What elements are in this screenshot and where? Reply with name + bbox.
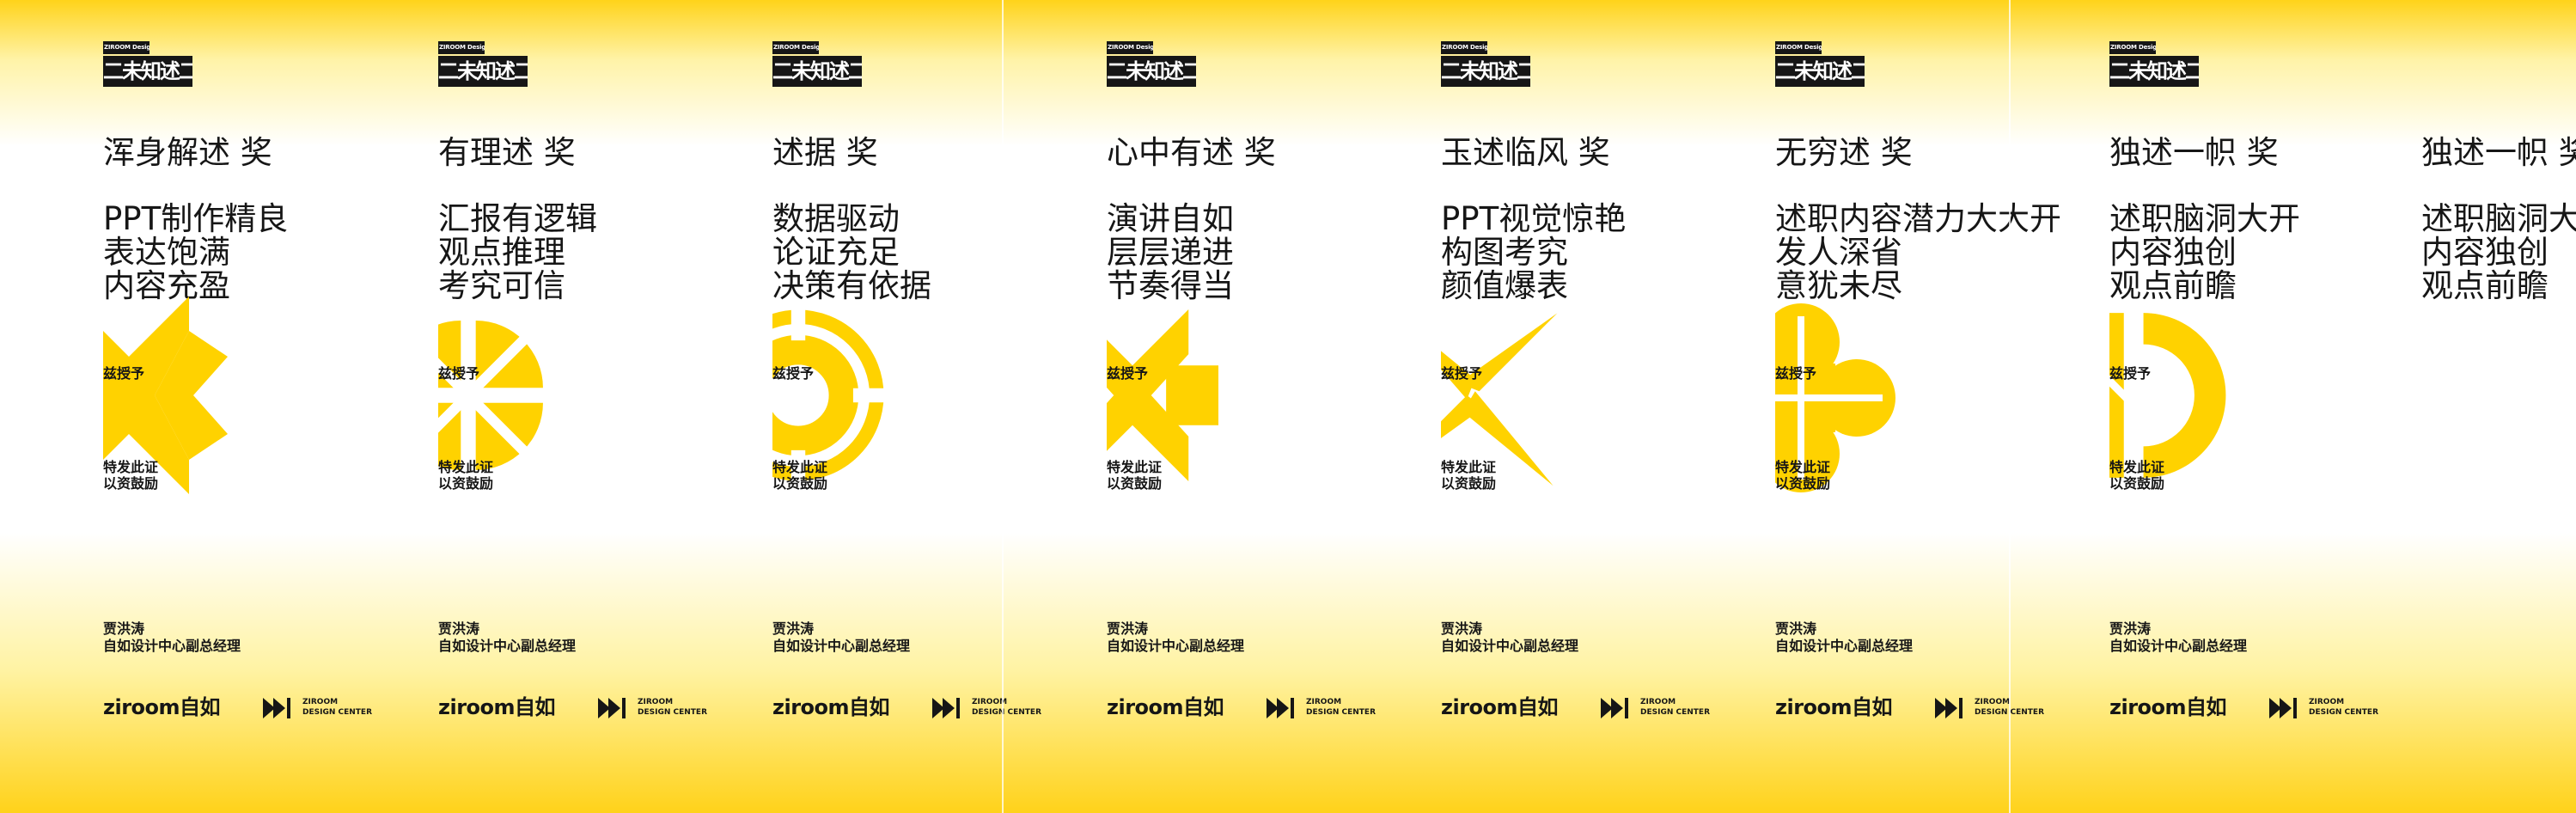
award-description: 述职脑洞大开 内容独创 观点前瞻 xyxy=(2109,200,2300,304)
design-center-logo: ZIROOM Design Center 二未知述二〇二〇 xyxy=(1775,41,1865,89)
signer: 贾洪涛 自如设计中心副总经理 xyxy=(1441,620,1579,654)
design-center-mark-icon xyxy=(1267,698,1294,718)
award-description: 数据驱动 论证充足 决策有依据 xyxy=(772,200,931,304)
award-title: 独述一帜 奖 xyxy=(2421,134,2576,171)
ziroom-brand: ziroom自如 xyxy=(103,695,221,719)
design-center-text: ZIROOM DESIGN CENTER xyxy=(302,698,373,717)
design-center-mark-icon xyxy=(598,698,626,718)
signer: 贾洪涛 自如设计中心副总经理 xyxy=(1775,620,1914,654)
card-divider xyxy=(2009,0,2011,813)
design-center-logo: ZIROOM Design Center 二未知述二〇二〇 xyxy=(103,41,192,89)
ziroom-brand: ziroom自如 xyxy=(438,695,556,719)
award-title: 玉述临风 奖 xyxy=(1441,134,1610,171)
grant-label: 兹授予 xyxy=(1775,365,1817,382)
design-center-logo: ZIROOM Design Center 二未知述二〇二〇 xyxy=(2109,41,2199,89)
certificate-card-7: ZIROOM Design Center 二未知述二〇二〇 独述一帜 奖 述职脑… xyxy=(2109,0,2444,813)
design-center-logo: ZIROOM Design Center 二未知述二〇二〇 xyxy=(438,41,528,89)
pinwheel-star-icon xyxy=(1441,313,1558,486)
cross-bowtie-icon xyxy=(1107,309,1218,481)
signer: 贾洪涛 自如设计中心副总经理 xyxy=(438,620,577,654)
certificate-card-5: ZIROOM Design Center 二未知述二〇二〇 玉述临风 奖 PPT… xyxy=(1441,0,1775,813)
issue-text: 特发此证 以资鼓励 xyxy=(1441,459,1497,492)
design-center-mark-icon xyxy=(1935,698,1963,718)
certificate-card-2: ZIROOM Design Center 二未知述二〇二〇 有理述 奖 汇报有逻… xyxy=(438,0,772,813)
award-title: 独述一帜 奖 xyxy=(2109,134,2279,171)
design-center-logo: ZIROOM Design Center 二未知述二〇二〇 xyxy=(772,41,862,89)
design-center-text: ZIROOM DESIGN CENTER xyxy=(972,698,1042,717)
ziroom-brand: ziroom自如 xyxy=(1775,695,1893,719)
issue-text: 特发此证 以资鼓励 xyxy=(2109,459,2165,492)
grant-label: 兹授予 xyxy=(438,365,480,382)
design-center-mark-icon xyxy=(932,698,960,718)
certificate-card-overflow: 独述一帜 奖 述职脑洞大开 内容独创 观点前瞻 xyxy=(2421,0,2576,813)
grant-label: 兹授予 xyxy=(1441,365,1483,382)
design-center-mark-icon xyxy=(1601,698,1628,718)
issue-text: 特发此证 以资鼓励 xyxy=(438,459,494,492)
award-description: 汇报有逻辑 观点推理 考究可信 xyxy=(438,200,597,304)
design-center-text: ZIROOM DESIGN CENTER xyxy=(1306,698,1377,717)
ziroom-brand: ziroom自如 xyxy=(1107,695,1224,719)
signer: 贾洪涛 自如设计中心副总经理 xyxy=(772,620,911,654)
certificate-card-1: ZIROOM Design Center 二未知述二〇二〇 浑身解述 奖 PPT… xyxy=(103,0,437,813)
grant-label: 兹授予 xyxy=(2109,365,2152,382)
design-center-text: ZIROOM DESIGN CENTER xyxy=(638,698,708,717)
signer: 贾洪涛 自如设计中心副总经理 xyxy=(1107,620,1245,654)
award-title: 心中有述 奖 xyxy=(1107,134,1276,171)
design-center-logo: ZIROOM Design Center 二未知述二〇二〇 xyxy=(1107,41,1196,89)
award-title: 有理述 奖 xyxy=(438,134,576,171)
signer: 贾洪涛 自如设计中心副总经理 xyxy=(103,620,241,654)
award-description: 演讲自如 层层递进 节奏得当 xyxy=(1107,200,1234,304)
four-leaf-icon xyxy=(438,313,551,478)
award-description: PPT制作精良 表达饱满 内容充盈 xyxy=(103,200,289,304)
certificate-card-4: ZIROOM Design Center 二未知述二〇二〇 心中有述 奖 演讲自… xyxy=(1107,0,1441,813)
award-description: 述职内容潜力大大开 发人深省 意犹未尽 xyxy=(1775,200,2061,304)
design-center-mark-icon xyxy=(2269,698,2297,718)
design-center-text: ZIROOM DESIGN CENTER xyxy=(2309,698,2379,717)
ziroom-brand: ziroom自如 xyxy=(1441,695,1559,719)
issue-text: 特发此证 以资鼓励 xyxy=(772,459,828,492)
design-center-logo: ZIROOM Design Center 二未知述二〇二〇 xyxy=(1441,41,1530,89)
ziroom-brand: ziroom自如 xyxy=(2109,695,2227,719)
half-ring-icon xyxy=(2109,313,2226,478)
design-center-text: ZIROOM DESIGN CENTER xyxy=(1640,698,1711,717)
issue-text: 特发此证 以资鼓励 xyxy=(103,459,159,492)
lifebuoy-icon xyxy=(772,305,888,486)
issue-text: 特发此证 以资鼓励 xyxy=(1107,459,1163,492)
card-divider xyxy=(1002,0,1004,813)
issue-text: 特发此证 以资鼓励 xyxy=(1775,459,1831,492)
grant-label: 兹授予 xyxy=(103,365,145,382)
design-center-mark-icon xyxy=(263,698,290,718)
certificate-card-3: ZIROOM Design Center 二未知述二〇二〇 述据 奖 数据驱动 … xyxy=(772,0,1107,813)
grant-label: 兹授予 xyxy=(772,365,815,382)
award-title: 述据 奖 xyxy=(772,134,878,171)
ziroom-brand: ziroom自如 xyxy=(772,695,890,719)
grant-label: 兹授予 xyxy=(1107,365,1149,382)
clover-icon xyxy=(1775,303,1895,492)
award-title: 无穷述 奖 xyxy=(1775,134,1913,171)
x-shape-icon xyxy=(103,296,228,494)
award-title: 浑身解述 奖 xyxy=(103,134,272,171)
award-description: PPT视觉惊艳 构图考究 颜值爆表 xyxy=(1441,200,1627,304)
signer: 贾洪涛 自如设计中心副总经理 xyxy=(2109,620,2248,654)
certificate-card-6: ZIROOM Design Center 二未知述二〇二〇 无穷述 奖 述职内容… xyxy=(1775,0,2109,813)
award-description: 述职脑洞大开 内容独创 观点前瞻 xyxy=(2421,200,2576,304)
